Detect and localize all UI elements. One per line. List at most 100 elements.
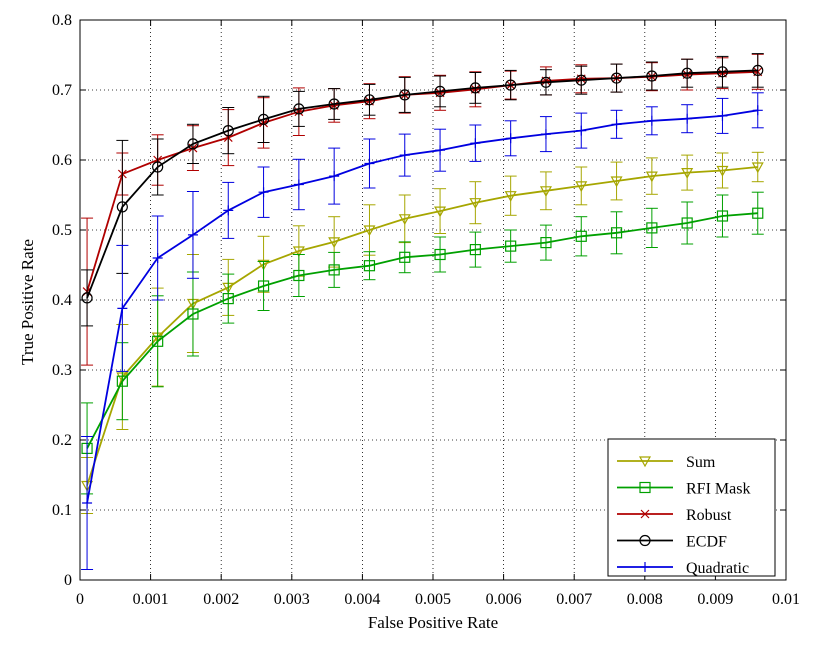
y-axis-label: True Positive Rate <box>18 239 37 365</box>
data-point <box>329 171 340 182</box>
data-point <box>504 191 517 202</box>
series-robust <box>81 53 764 366</box>
data-point <box>645 171 658 183</box>
data-point <box>434 85 446 98</box>
x-tick-label: 0.009 <box>697 591 733 608</box>
data-point <box>222 293 234 305</box>
data-point <box>82 498 93 508</box>
plot-frame <box>79 19 787 581</box>
data-point <box>610 227 623 239</box>
data-point <box>223 205 234 216</box>
data-point <box>398 214 411 226</box>
data-point <box>187 308 199 320</box>
y-tick-label: 0.6 <box>52 152 72 169</box>
y-tick-label: 0 <box>64 572 72 589</box>
legend-label: Quadratic <box>686 560 749 577</box>
data-point <box>540 237 552 249</box>
y-tick-label: 0.2 <box>52 432 72 449</box>
data-point <box>328 237 341 249</box>
data-point <box>363 225 376 237</box>
data-point <box>328 264 340 276</box>
data-point <box>751 162 764 174</box>
data-point <box>540 76 552 88</box>
y-tick-label: 0.5 <box>52 222 72 239</box>
x-tick-label: 0.006 <box>486 591 522 608</box>
data-point <box>81 292 93 304</box>
data-point <box>716 165 729 177</box>
series-layer <box>81 53 764 570</box>
data-point <box>646 70 658 82</box>
data-point <box>575 74 587 86</box>
data-point <box>681 217 693 229</box>
x-axis-label: False Positive Rate <box>368 613 498 632</box>
x-tick-label: 0.001 <box>133 591 169 608</box>
data-point <box>717 110 728 121</box>
legend-label: Sum <box>686 454 716 471</box>
data-point <box>258 187 269 198</box>
data-point <box>399 150 410 161</box>
legend-marker <box>639 481 651 494</box>
data-point <box>575 230 587 242</box>
data-point <box>257 280 270 292</box>
data-point <box>469 244 481 256</box>
data-point <box>539 186 552 198</box>
data-point <box>222 125 234 137</box>
data-point <box>681 168 694 179</box>
tick-labels: 0 0.001 0.002 0.003 0.004 0.005 0.006 0.007 0.00… <box>52 12 800 608</box>
data-point <box>117 303 128 314</box>
y-tick-label: 0.8 <box>52 12 72 29</box>
y-tick-label: 0.3 <box>52 362 72 379</box>
data-point <box>187 229 198 240</box>
series-rfi-mask <box>81 191 764 495</box>
data-point <box>399 89 411 101</box>
data-point <box>716 210 729 222</box>
data-point <box>152 161 164 173</box>
data-point <box>752 64 764 77</box>
data-point <box>435 145 446 156</box>
data-point <box>469 198 482 209</box>
data-point <box>293 179 304 190</box>
legend-label: ECDF <box>686 534 727 551</box>
legend-marker <box>640 562 650 572</box>
x-tick-label: 0.005 <box>415 591 451 608</box>
data-point <box>293 103 305 115</box>
series-line <box>86 69 758 299</box>
x-tick-label: 0.007 <box>556 591 592 608</box>
legend-marker <box>639 534 651 547</box>
data-point <box>681 67 693 79</box>
legend-label: Robust <box>686 507 732 524</box>
data-point <box>646 222 658 234</box>
data-point <box>328 98 340 110</box>
data-point <box>434 248 446 261</box>
data-point <box>646 115 657 126</box>
series-line <box>86 212 758 449</box>
legend: Sum RFI Mask Robust ECDF Quadratic <box>607 438 776 577</box>
data-point <box>610 176 623 188</box>
data-point <box>257 259 270 271</box>
legend-marker <box>640 509 650 519</box>
data-point <box>257 113 270 126</box>
legend-label: RFI Mask <box>686 481 750 498</box>
data-point <box>116 201 128 213</box>
series-ecdf <box>81 53 764 327</box>
data-point <box>363 260 376 272</box>
data-point <box>152 253 163 263</box>
y-tick-label: 0.7 <box>52 82 72 99</box>
y-tick-label: 0.1 <box>52 502 72 519</box>
x-tick-label: 0.002 <box>203 591 239 608</box>
grid-lines <box>80 20 786 580</box>
data-point <box>293 269 305 282</box>
data-point <box>292 246 305 258</box>
data-point <box>399 251 411 263</box>
x-tick-label: 0 <box>76 591 84 608</box>
data-point <box>575 181 588 193</box>
data-point <box>682 113 693 124</box>
data-point <box>505 79 517 91</box>
data-point <box>716 66 729 78</box>
data-point <box>505 240 517 252</box>
data-point <box>576 125 587 136</box>
x-tick-label: 0.004 <box>344 591 380 608</box>
x-tick-label: 0.008 <box>627 591 663 608</box>
data-point <box>469 82 481 94</box>
